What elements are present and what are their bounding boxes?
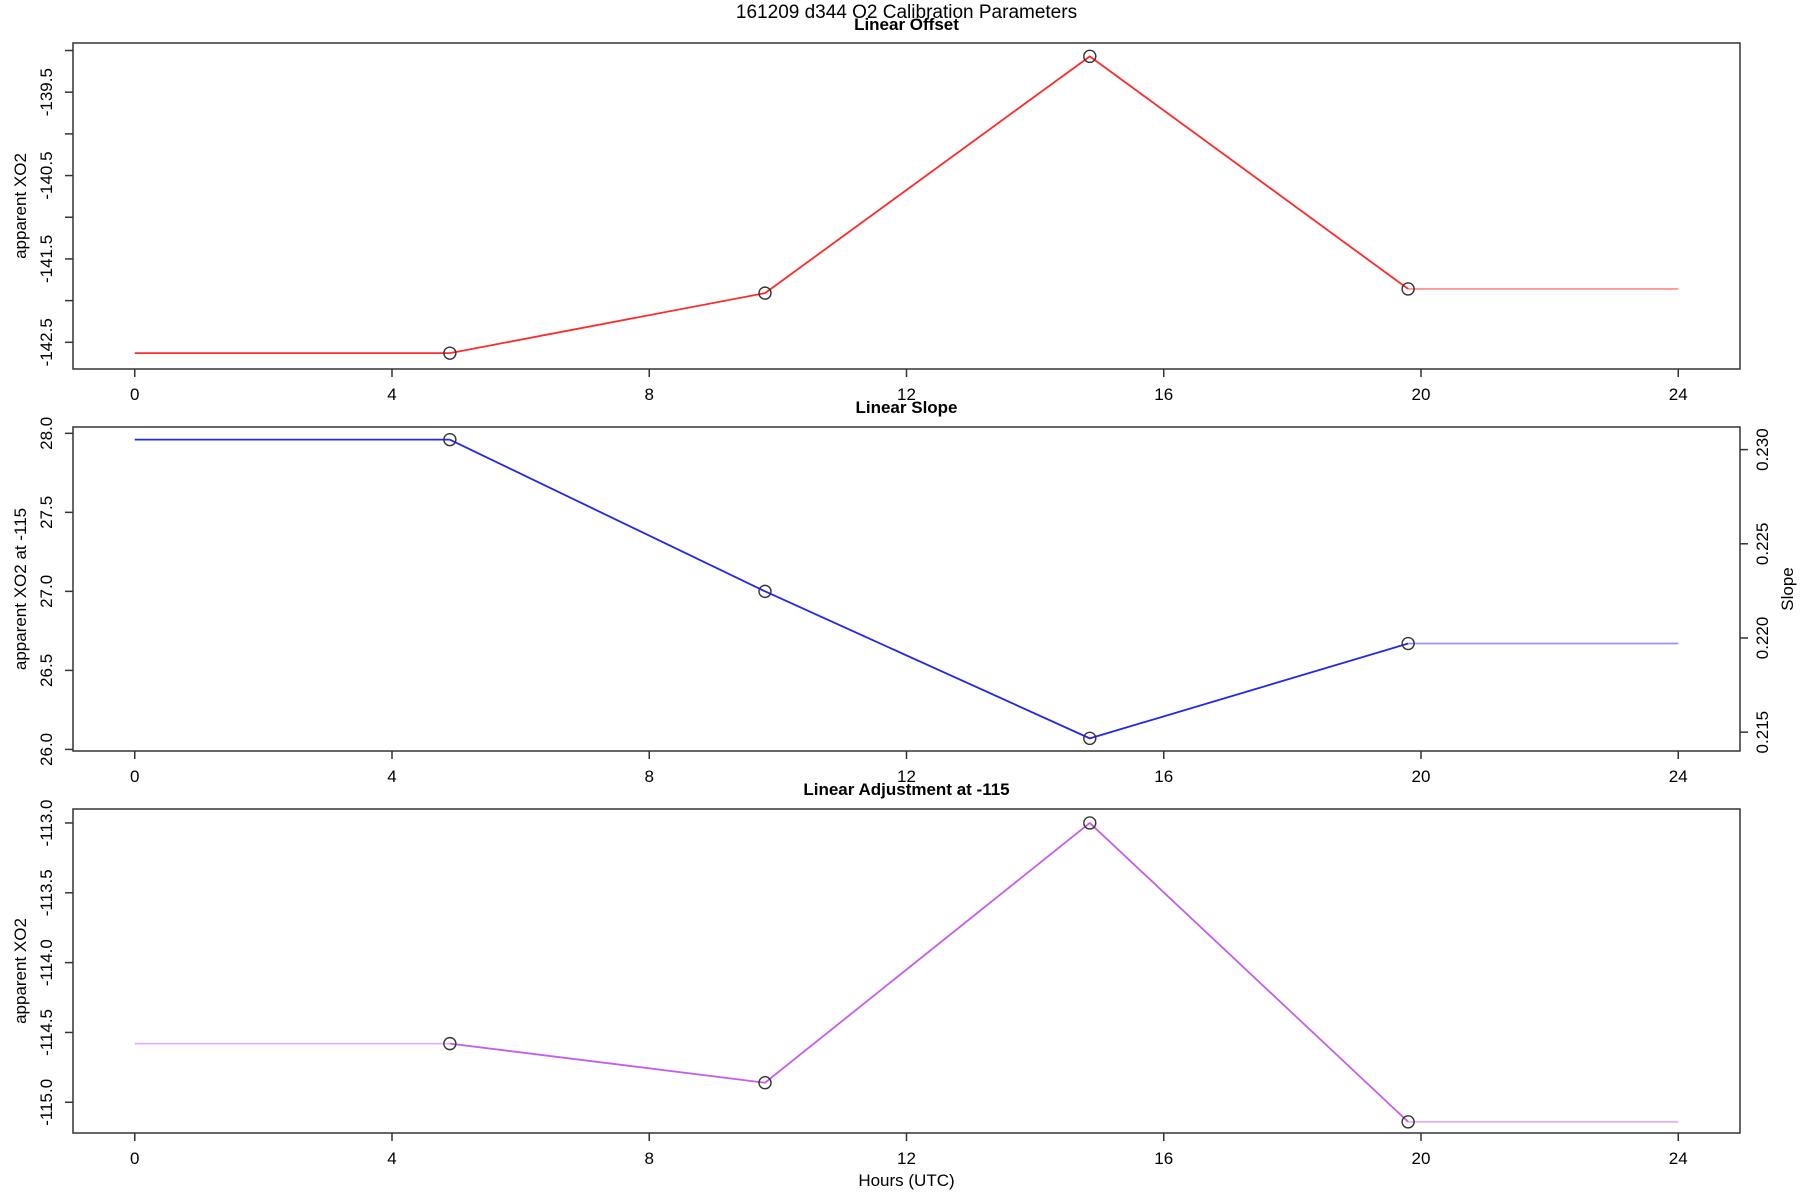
series-line xyxy=(449,821,1409,1123)
x-axis-label: Hours (UTC) xyxy=(858,1171,955,1190)
y-tick-label: -114.5 xyxy=(37,1009,56,1056)
right-y-tick-label: 0.225 xyxy=(1753,523,1772,566)
x-tick-label: 4 xyxy=(387,385,396,404)
y-tick-label: -140.5 xyxy=(37,151,56,199)
plot-box xyxy=(72,426,1741,752)
data-point-marker xyxy=(758,584,772,599)
y-tick-label: 27.0 xyxy=(37,575,56,608)
plot-box xyxy=(72,808,1741,1134)
y-tick-label: -141.5 xyxy=(37,235,56,283)
x-tick-label: 12 xyxy=(897,1149,916,1168)
data-point-marker xyxy=(1083,731,1097,746)
plot-box xyxy=(72,42,1741,370)
right-y-axis-label: Slope xyxy=(1778,567,1797,610)
data-point-marker xyxy=(1401,282,1415,296)
x-tick-label: 20 xyxy=(1412,385,1431,404)
y-tick-label: 28.0 xyxy=(37,417,56,450)
data-point-marker xyxy=(443,1036,457,1051)
data-point-marker xyxy=(758,286,772,300)
y-tick-label: -114.0 xyxy=(37,939,56,986)
page-title: 161209 d344 O2 Calibration Parameters xyxy=(735,2,1078,23)
x-tick-label: 24 xyxy=(1669,385,1688,404)
x-tick-label: 20 xyxy=(1412,767,1431,786)
x-tick-label: 0 xyxy=(130,1149,139,1168)
y-tick-label: 26.5 xyxy=(37,654,56,687)
y-tick-label: 26.0 xyxy=(37,733,56,766)
panel-linear-slope: 0 4 8 12 16 20 24 26.0 26.5 27.0 27.5 28.0 apparent … xyxy=(11,417,1797,786)
y-tick-label: -139.5 xyxy=(37,68,56,116)
x-tick-label: 24 xyxy=(1669,1149,1688,1168)
x-tick-label: 8 xyxy=(645,767,654,786)
data-point-marker xyxy=(1083,816,1097,830)
panel-linear-offset: 0 4 8 12 16 20 24 -142.5 -141.5 -140.5 -139.5 appar… xyxy=(11,42,1741,404)
panel-title-linear-slope: Linear Slope xyxy=(855,398,958,417)
x-tick-label: 4 xyxy=(387,1149,396,1168)
y-tick-label: 27.5 xyxy=(37,496,56,529)
series-line xyxy=(449,438,1409,740)
x-tick-label: 20 xyxy=(1412,1149,1431,1168)
panel-title-linear-offset: Linear Offset xyxy=(854,15,959,34)
right-y-tick-label: 0.220 xyxy=(1753,617,1772,660)
right-y-tick-label: 0.230 xyxy=(1753,428,1772,471)
y-axis-label: apparent XO2 xyxy=(11,918,30,1024)
data-point-marker xyxy=(443,346,457,360)
x-tick-label: 4 xyxy=(387,767,396,786)
y-axis-label: apparent XO2 xyxy=(11,153,30,259)
data-point-marker xyxy=(1083,49,1097,64)
panel-linear-adjustment-at-115: 0 4 8 12 16 20 24 -115.0 -114.5 -114.0 -113.5 -113.… xyxy=(11,799,1741,1168)
x-tick-label: 12 xyxy=(897,767,916,786)
data-point-marker xyxy=(1401,1115,1415,1129)
x-tick-label: 16 xyxy=(1154,1149,1173,1168)
x-tick-label: 12 xyxy=(897,385,916,404)
panel-title-linear-adjustment: Linear Adjustment at -115 xyxy=(803,780,1010,799)
x-tick-label: 16 xyxy=(1154,385,1173,404)
y-axis-label: apparent XO2 at -115 xyxy=(11,508,30,670)
x-tick-label: 16 xyxy=(1154,767,1173,786)
data-point-marker xyxy=(758,1076,772,1090)
x-tick-label: 24 xyxy=(1669,767,1688,786)
x-tick-label: 8 xyxy=(645,385,654,404)
y-tick-label: -113.0 xyxy=(37,799,56,846)
right-y-tick-label: 0.215 xyxy=(1753,711,1772,754)
x-tick-label: 8 xyxy=(645,1149,654,1168)
y-tick-label: -142.5 xyxy=(37,318,56,366)
x-tick-label: 0 xyxy=(130,385,139,404)
y-tick-label: -113.5 xyxy=(37,869,56,916)
series-line xyxy=(449,55,1409,355)
y-tick-label: -115.0 xyxy=(37,1079,56,1126)
x-tick-label: 0 xyxy=(130,767,139,786)
data-point-marker xyxy=(1401,636,1415,651)
data-point-marker xyxy=(443,432,457,447)
